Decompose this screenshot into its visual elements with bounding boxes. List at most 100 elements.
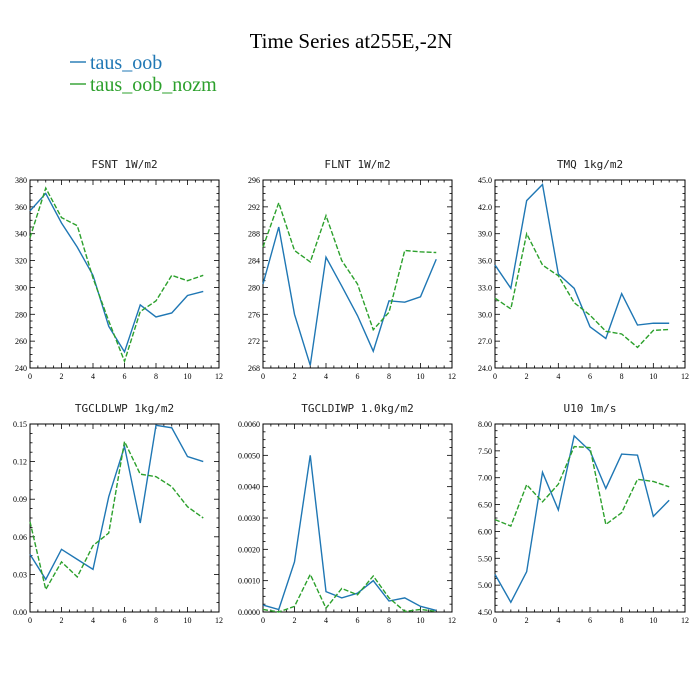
y-tick-label: 0.00: [13, 608, 27, 617]
x-tick-label: 4: [91, 372, 95, 381]
x-tick-label: 10: [184, 372, 192, 381]
x-tick-label: 4: [91, 616, 95, 625]
x-tick-label: 12: [681, 372, 689, 381]
y-tick-label: 280: [248, 283, 260, 292]
y-tick-label: 320: [15, 257, 27, 266]
series-line-taus-oob-nozm: [262, 200, 437, 332]
x-tick-label: 0: [261, 616, 265, 625]
x-tick-label: 12: [215, 372, 223, 381]
chart-panel-2: TMQ 1kg/m2 0 2 4 6 8 10 12 24.0 27.0 30.0 33.0 36.0 3…: [478, 158, 689, 381]
x-tick-label: 10: [417, 372, 425, 381]
y-tick-label: 0.03: [13, 570, 27, 579]
y-tick-label: 0.15: [13, 420, 27, 429]
x-tick-label: 0: [493, 372, 497, 381]
x-tick-label: 4: [324, 372, 328, 381]
y-tick-label: 0.0010: [238, 577, 260, 586]
y-tick-label: 268: [248, 364, 260, 373]
y-tick-label: 340: [15, 230, 27, 239]
y-tick-label: 0.12: [13, 458, 27, 467]
legend-label-taus-oob: taus_oob: [90, 52, 162, 74]
x-tick-label: 8: [620, 372, 624, 381]
x-tick-label: 8: [154, 372, 158, 381]
y-tick-label: 300: [15, 283, 27, 292]
y-tick-label: 4.50: [478, 608, 492, 617]
y-tick-label: 272: [248, 337, 260, 346]
x-tick-label: 2: [60, 616, 64, 625]
y-tick-label: 292: [248, 203, 260, 212]
y-tick-label: 39.0: [478, 230, 492, 239]
y-tick-label: 0.0000: [238, 608, 260, 617]
x-tick-label: 12: [448, 372, 456, 381]
x-tick-label: 6: [123, 616, 127, 625]
x-tick-label: 4: [324, 616, 328, 625]
y-tick-label: 7.50: [478, 447, 492, 456]
x-tick-label: 6: [123, 372, 127, 381]
y-tick-label: 288: [248, 230, 260, 239]
y-tick-label: 30.0: [478, 310, 492, 319]
y-tick-label: 0.06: [13, 533, 27, 542]
y-tick-label: 24.0: [478, 364, 492, 373]
y-tick-label: 5.50: [478, 554, 492, 563]
y-tick-label: 280: [15, 310, 27, 319]
panel-title: FLNT 1W/m2: [324, 158, 390, 171]
series-line-taus-oob-nozm: [29, 439, 204, 592]
y-tick-label: 33.0: [478, 283, 492, 292]
x-tick-label: 2: [60, 372, 64, 381]
y-tick-label: 296: [248, 176, 260, 185]
series-line-taus-oob: [494, 183, 670, 340]
legend-label-taus-oob-nozm: taus_oob_nozm: [90, 74, 217, 96]
x-tick-label: 6: [588, 372, 592, 381]
y-tick-label: 0.0020: [238, 545, 260, 554]
x-tick-label: 4: [556, 372, 560, 381]
y-tick-label: 0.0060: [238, 420, 260, 429]
x-tick-label: 8: [387, 372, 391, 381]
y-tick-label: 284: [248, 257, 260, 266]
chart-panel-4: TGCLDIWP 1.0kg/m2 0 2 4 6 8 10 12 0.0000 0.0010 0.…: [238, 402, 456, 625]
panel-title: TGCLDLWP 1kg/m2: [75, 402, 174, 415]
y-tick-label: 0.0050: [238, 451, 260, 460]
panel-title: FSNT 1W/m2: [91, 158, 157, 171]
panel-title: U10 1m/s: [564, 402, 617, 415]
y-tick-label: 276: [248, 310, 260, 319]
plot-frame: [262, 423, 453, 613]
series-line-taus-oob: [262, 455, 437, 612]
chart-panel-1: FLNT 1W/m2 0 2 4 6 8 10 12 268 272 276 280 284 288 292…: [248, 158, 456, 381]
plot-frame: [262, 179, 453, 369]
x-tick-label: 2: [525, 616, 529, 625]
series-line-taus-oob-nozm: [262, 572, 437, 613]
series-line-taus-oob: [29, 424, 204, 581]
y-tick-label: 0.0040: [238, 483, 260, 492]
legend: taus_oob taus_oob_nozm: [70, 52, 217, 96]
y-tick-label: 380: [15, 176, 27, 185]
y-tick-label: 6.00: [478, 527, 492, 536]
x-tick-label: 10: [417, 616, 425, 625]
plot-frame: [29, 423, 220, 613]
plot-frame: [29, 179, 220, 369]
x-tick-label: 6: [356, 616, 360, 625]
x-tick-label: 4: [556, 616, 560, 625]
y-tick-label: 240: [15, 364, 27, 373]
chart-panel-3: TGCLDLWP 1kg/m2 0 2 4 6 8 10 12 0.00 0.03 0.06 0.09…: [13, 402, 223, 625]
x-tick-label: 8: [154, 616, 158, 625]
x-tick-label: 6: [588, 616, 592, 625]
x-tick-label: 0: [493, 616, 497, 625]
y-tick-label: 8.00: [478, 420, 492, 429]
x-tick-label: 2: [293, 616, 297, 625]
x-tick-label: 12: [681, 616, 689, 625]
chart-panel-0: FSNT 1W/m2 0 2 4 6 8 10 12 240 260 280 300 320 340 360…: [15, 158, 223, 381]
panel-title: TMQ 1kg/m2: [557, 158, 623, 171]
x-tick-label: 10: [649, 372, 657, 381]
x-tick-label: 12: [215, 616, 223, 625]
x-tick-label: 12: [448, 616, 456, 625]
y-tick-label: 260: [15, 337, 27, 346]
x-tick-label: 0: [261, 372, 265, 381]
y-tick-label: 36.0: [478, 257, 492, 266]
x-tick-label: 0: [28, 616, 32, 625]
series-line-taus-oob-nozm: [29, 186, 204, 364]
panels-grid: FSNT 1W/m20 2 4 6 8 10 12240260280300320340360…: [13, 158, 689, 625]
x-tick-label: 10: [184, 616, 192, 625]
series-line-taus-oob: [494, 434, 670, 604]
chart-panel-5: U10 1m/s 0 2 4 6 8 10 12 4.50 5.00 5.50 6.00 6.50 7.0…: [478, 402, 689, 625]
y-tick-label: 27.0: [478, 337, 492, 346]
